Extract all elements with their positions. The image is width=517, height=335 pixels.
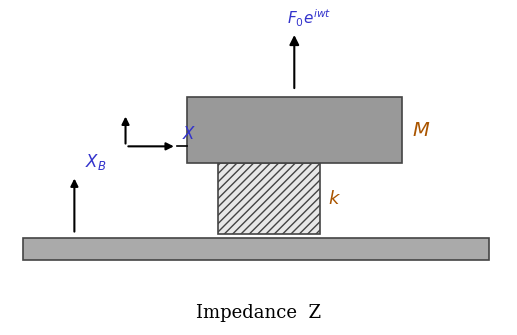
Text: Impedance  Z: Impedance Z — [196, 305, 321, 323]
Bar — [218, 163, 320, 234]
Bar — [187, 97, 402, 163]
Text: $\mathit{F_0}e^{iwt}$: $\mathit{F_0}e^{iwt}$ — [287, 8, 332, 29]
Text: $\mathit{X_B}$: $\mathit{X_B}$ — [85, 152, 106, 173]
Text: $\mathit{k}$: $\mathit{k}$ — [328, 190, 341, 207]
Bar — [23, 238, 489, 261]
Text: $\mathit{X}$: $\mathit{X}$ — [182, 125, 196, 143]
Text: $\mathit{M}$: $\mathit{M}$ — [412, 121, 430, 140]
